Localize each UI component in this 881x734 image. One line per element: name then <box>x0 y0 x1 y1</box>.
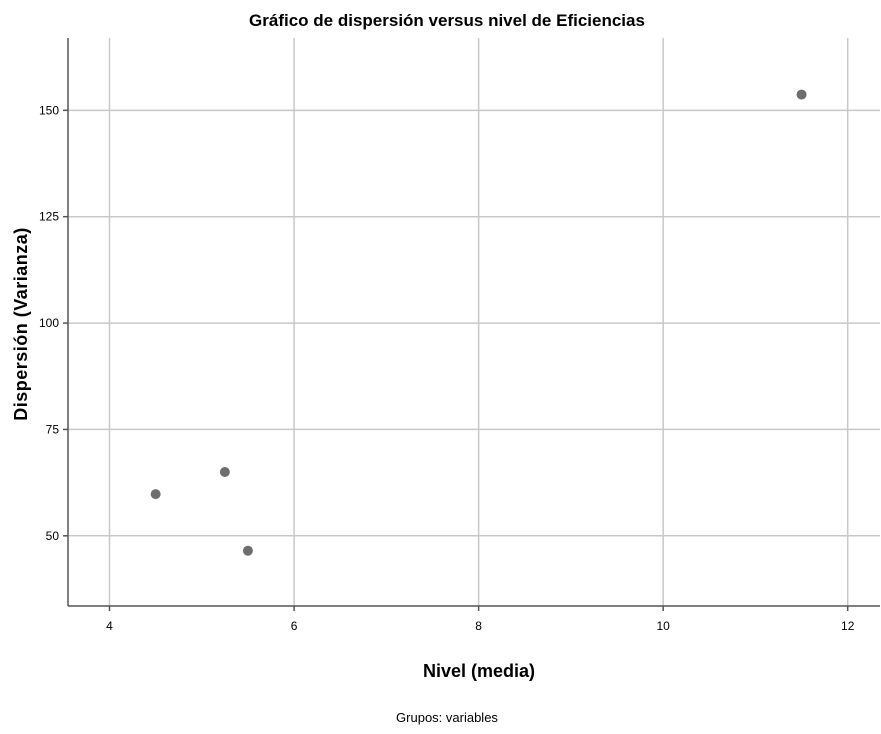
x-tick-label: 4 <box>106 619 113 633</box>
scatter-point <box>219 466 230 477</box>
y-tick-label: 125 <box>39 210 59 224</box>
grid-lines <box>68 38 880 606</box>
y-tick-label: 50 <box>46 529 60 543</box>
y-axis-label: Dispersión (Varianza) <box>11 227 31 421</box>
x-tick-label: 8 <box>475 619 482 633</box>
data-points <box>150 89 807 556</box>
y-tick-label: 100 <box>39 316 59 330</box>
y-tick-label: 150 <box>39 103 59 117</box>
tick-labels: 50 75 100 125 150 4 6 8 10 12 <box>39 103 855 633</box>
x-tick-label: 10 <box>656 619 670 633</box>
chart-title: Gráfico de dispersión versus nivel de Ef… <box>249 11 645 30</box>
scatter-point <box>150 489 161 500</box>
x-tick-label: 6 <box>291 619 298 633</box>
x-axis-label: Nivel (media) <box>423 661 535 681</box>
y-tick-label: 75 <box>46 422 60 436</box>
axes <box>63 38 880 611</box>
scatter-point <box>242 545 253 556</box>
scatter-point <box>796 89 807 100</box>
grouping-footnote: Grupos: variables <box>396 710 498 725</box>
x-tick-label: 12 <box>841 619 855 633</box>
